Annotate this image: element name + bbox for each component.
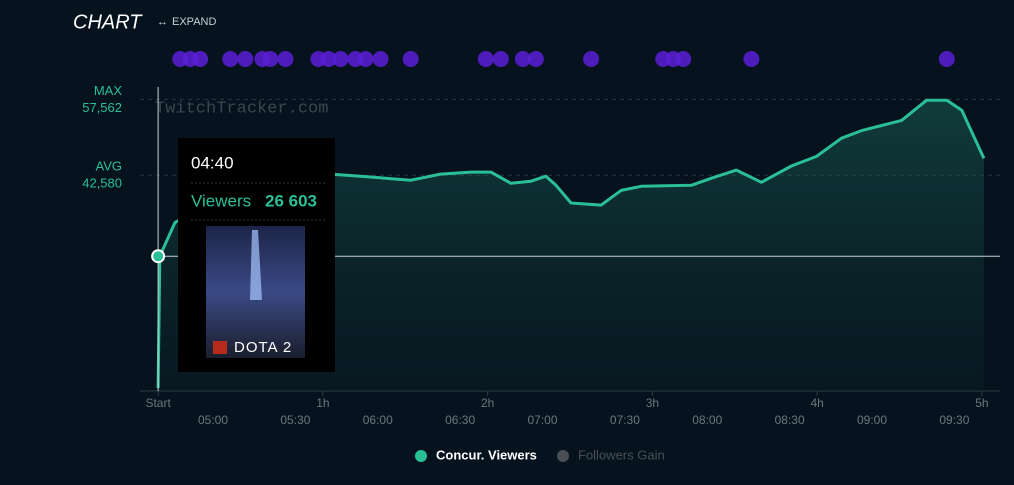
watermark: TwitchTracker.com — [155, 99, 328, 118]
y-tick-label: 42,580 — [82, 176, 122, 191]
event-dot — [527, 51, 544, 67]
x2-tick-label: 08:00 — [692, 413, 722, 427]
x-tick-label: 4h — [810, 396, 823, 410]
image-beam — [250, 230, 262, 300]
y-tick-name: AVG — [96, 159, 123, 174]
x-tick-label: 5h — [975, 396, 988, 410]
x-tick-label: 3h — [646, 396, 659, 410]
event-dot — [320, 51, 337, 67]
event-dot — [277, 51, 294, 67]
event-dot — [583, 51, 600, 67]
event-dot — [192, 51, 209, 67]
event-dot — [938, 51, 955, 67]
expand-icon[interactable]: ↔ — [157, 16, 168, 28]
event-dot — [675, 51, 692, 67]
event-dot — [492, 51, 509, 67]
x2-tick-label: 08:30 — [775, 413, 805, 427]
area — [158, 100, 984, 391]
x2-tick-label: 05:30 — [280, 413, 310, 427]
x2-tick-label: 07:00 — [527, 413, 557, 427]
game-name: DOTA 2 — [234, 339, 292, 356]
tooltip: 04:40 Viewers 26 603 DOTA 2 — [178, 138, 335, 372]
event-dot — [262, 51, 279, 67]
y-tick-label: 57,562 — [82, 100, 122, 115]
x-tick-label: 1h — [316, 396, 329, 410]
chart-title: CHART — [73, 11, 143, 33]
event-dot — [222, 51, 239, 67]
game-logo — [213, 341, 227, 354]
x2-tick-label: 09:00 — [857, 413, 887, 427]
legend-label[interactable]: Followers Gain — [578, 447, 665, 462]
event-dot — [402, 51, 419, 67]
event-dot — [372, 51, 389, 67]
legend-swatch — [557, 450, 569, 462]
tooltip-value: 26 603 — [265, 191, 317, 210]
expand-button[interactable]: EXPAND — [172, 16, 216, 28]
event-dot — [237, 51, 254, 67]
event-dot — [743, 51, 760, 67]
x-tick-label: 2h — [481, 396, 494, 410]
x2-tick-label: 09:30 — [939, 413, 969, 427]
x2-tick-label: 06:00 — [363, 413, 393, 427]
x2-tick-label: 07:30 — [610, 413, 640, 427]
x2-tick-label: 05:00 — [198, 413, 228, 427]
y-tick-name: MAX — [94, 83, 123, 98]
tooltip-label: Viewers — [191, 191, 251, 210]
tooltip-time: 04:40 — [191, 153, 234, 172]
legend-swatch — [415, 450, 427, 462]
x2-tick-label: 06:30 — [445, 413, 475, 427]
legend: Concur. Viewers Followers Gain — [415, 447, 665, 462]
event-dot — [477, 51, 494, 67]
hover-point — [151, 249, 166, 264]
event-dot — [332, 51, 349, 67]
x-tick-label: Start — [145, 396, 171, 410]
plot: MAX 57,562 AVG 42,580 Start 1h 2h 3h 4h 5h 05:00 05… — [82, 51, 1000, 427]
event-dot — [514, 51, 531, 67]
legend-label[interactable]: Concur. Viewers — [436, 447, 537, 462]
event-dot — [357, 51, 374, 67]
